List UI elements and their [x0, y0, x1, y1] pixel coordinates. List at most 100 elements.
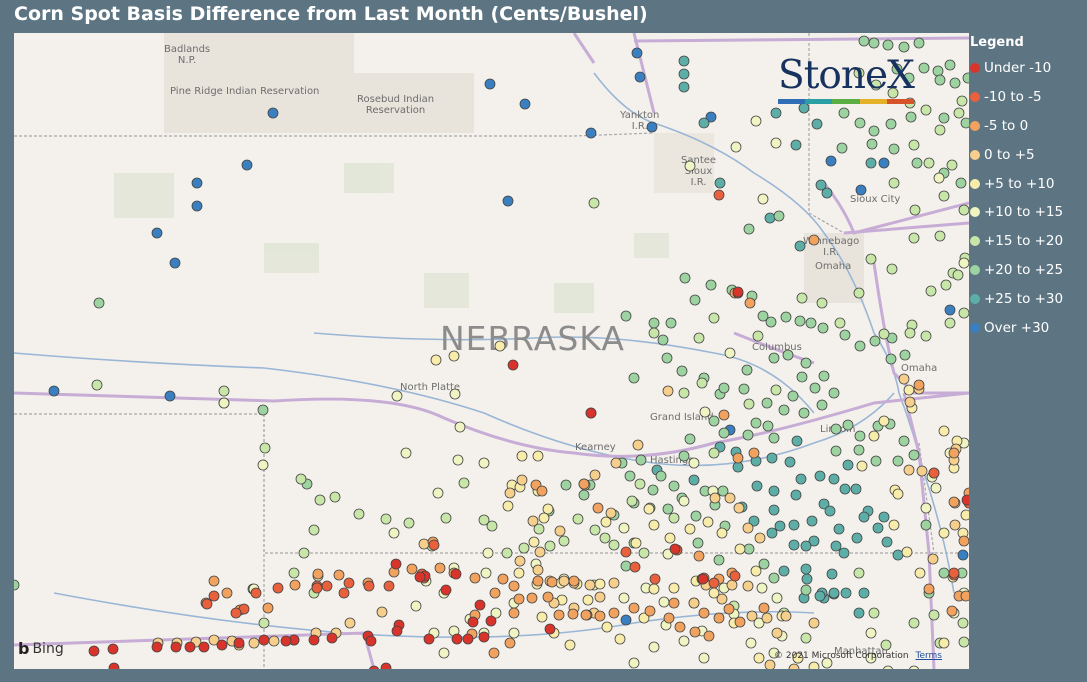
basis-point-marker[interactable]	[388, 527, 400, 539]
basis-point-marker[interactable]	[770, 107, 782, 119]
basis-point-marker[interactable]	[842, 459, 854, 471]
basis-point-marker[interactable]	[544, 623, 556, 635]
basis-point-marker[interactable]	[684, 433, 696, 445]
basis-point-marker[interactable]	[892, 549, 904, 561]
basis-point-marker[interactable]	[702, 516, 714, 528]
basis-point-marker[interactable]	[376, 606, 388, 618]
basis-point-marker[interactable]	[743, 223, 755, 235]
basis-point-marker[interactable]	[216, 639, 228, 651]
basis-point-marker[interactable]	[816, 297, 828, 309]
basis-point-marker[interactable]	[856, 460, 868, 472]
basis-point-marker[interactable]	[748, 515, 760, 527]
basis-point-marker[interactable]	[338, 587, 350, 599]
basis-point-marker[interactable]	[908, 449, 920, 461]
basis-point-marker[interactable]	[257, 404, 269, 416]
basis-point-marker[interactable]	[462, 633, 474, 645]
basis-point-marker[interactable]	[308, 524, 320, 536]
basis-point-marker[interactable]	[865, 157, 877, 169]
basis-point-marker[interactable]	[582, 594, 594, 606]
basis-point-marker[interactable]	[928, 467, 940, 479]
basis-point-marker[interactable]	[854, 430, 866, 442]
basis-point-marker[interactable]	[938, 112, 950, 124]
basis-point-marker[interactable]	[920, 502, 932, 514]
basis-point-marker[interactable]	[298, 547, 310, 559]
basis-point-marker[interactable]	[949, 519, 961, 531]
basis-point-marker[interactable]	[790, 139, 802, 151]
basis-point-marker[interactable]	[878, 511, 890, 523]
basis-point-marker[interactable]	[885, 353, 897, 365]
basis-point-marker[interactable]	[440, 584, 452, 596]
basis-point-marker[interactable]	[923, 157, 935, 169]
basis-point-marker[interactable]	[794, 240, 806, 252]
basis-point-marker[interactable]	[674, 621, 686, 633]
basis-point-marker[interactable]	[743, 398, 755, 410]
basis-point-marker[interactable]	[423, 633, 435, 645]
basis-point-marker[interactable]	[865, 627, 877, 639]
basis-point-marker[interactable]	[771, 627, 783, 639]
basis-point-marker[interactable]	[655, 470, 667, 482]
basis-point-marker[interactable]	[718, 382, 730, 394]
legend-item[interactable]: Over +30	[970, 313, 1087, 342]
basis-point-marker[interactable]	[904, 396, 916, 408]
basis-point-marker[interactable]	[828, 587, 840, 599]
basis-point-marker[interactable]	[708, 447, 720, 459]
basis-point-marker[interactable]	[410, 600, 422, 612]
basis-point-marker[interactable]	[913, 379, 925, 391]
legend-item[interactable]: +5 to +10	[970, 169, 1087, 198]
basis-point-marker[interactable]	[934, 230, 946, 242]
basis-point-marker[interactable]	[478, 514, 490, 526]
basis-point-marker[interactable]	[262, 602, 274, 614]
basis-point-marker[interactable]	[678, 387, 690, 399]
basis-point-marker[interactable]	[766, 452, 778, 464]
basis-point-marker[interactable]	[833, 523, 845, 535]
basis-point-marker[interactable]	[519, 98, 531, 110]
basis-point-marker[interactable]	[885, 118, 897, 130]
basis-point-marker[interactable]	[744, 297, 756, 309]
basis-point-marker[interactable]	[806, 515, 818, 527]
basis-point-marker[interactable]	[770, 384, 782, 396]
basis-point-marker[interactable]	[858, 35, 870, 47]
basis-point-marker[interactable]	[851, 532, 863, 544]
legend-item[interactable]: -10 to -5	[970, 83, 1087, 112]
basis-point-marker[interactable]	[821, 187, 833, 199]
basis-point-marker[interactable]	[758, 558, 770, 570]
basis-point-marker[interactable]	[689, 294, 701, 306]
basis-point-marker[interactable]	[516, 450, 528, 462]
basis-point-marker[interactable]	[592, 502, 604, 514]
basis-point-marker[interactable]	[858, 511, 870, 523]
basis-point-marker[interactable]	[620, 614, 632, 626]
legend-item[interactable]: +25 to +30	[970, 284, 1087, 313]
basis-point-marker[interactable]	[764, 212, 776, 224]
basis-point-marker[interactable]	[91, 379, 103, 391]
basis-point-marker[interactable]	[678, 81, 690, 93]
basis-point-marker[interactable]	[716, 593, 728, 605]
basis-point-marker[interactable]	[198, 641, 210, 653]
basis-point-marker[interactable]	[678, 55, 690, 67]
basis-point-marker[interactable]	[343, 577, 355, 589]
basis-point-marker[interactable]	[620, 310, 632, 322]
basis-point-marker[interactable]	[400, 447, 412, 459]
basis-point-marker[interactable]	[913, 37, 925, 49]
basis-point-marker[interactable]	[920, 330, 932, 342]
basis-point-marker[interactable]	[726, 579, 738, 591]
basis-point-marker[interactable]	[259, 442, 271, 454]
basis-point-marker[interactable]	[241, 159, 253, 171]
basis-point-marker[interactable]	[825, 155, 837, 167]
basis-point-marker[interactable]	[585, 407, 597, 419]
basis-point-marker[interactable]	[451, 633, 463, 645]
basis-point-marker[interactable]	[938, 190, 950, 202]
legend-item[interactable]: +15 to +20	[970, 227, 1087, 256]
basis-point-marker[interactable]	[698, 117, 710, 129]
basis-point-marker[interactable]	[218, 397, 230, 409]
basis-point-marker[interactable]	[853, 67, 865, 79]
basis-point-marker[interactable]	[544, 540, 556, 552]
basis-point-marker[interactable]	[452, 454, 464, 466]
basis-point-marker[interactable]	[784, 456, 796, 468]
basis-point-marker[interactable]	[608, 577, 620, 589]
basis-point-marker[interactable]	[868, 607, 880, 619]
basis-point-marker[interactable]	[151, 227, 163, 239]
basis-point-marker[interactable]	[808, 234, 820, 246]
basis-point-marker[interactable]	[698, 607, 710, 619]
basis-point-marker[interactable]	[925, 285, 937, 297]
basis-point-marker[interactable]	[490, 607, 502, 619]
